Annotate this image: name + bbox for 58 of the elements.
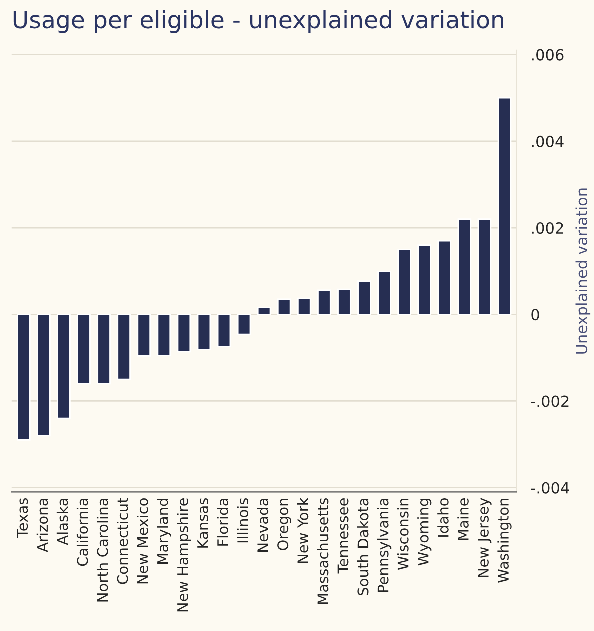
x-tick-label: Maryland [157, 499, 172, 564]
bar [217, 314, 232, 348]
bar [318, 290, 332, 316]
bar [137, 314, 152, 357]
y-tick-label: .006 [532, 49, 564, 61]
x-tick-label: Alaska [56, 499, 68, 546]
x-tick-label: Pennsylvania [377, 499, 392, 592]
x-tick-label: Arizona [36, 499, 48, 552]
x-tick-label: Kansas [198, 498, 208, 548]
bar [478, 218, 492, 316]
bar [438, 240, 452, 316]
x-tick-label: Illinois [237, 498, 249, 543]
bar [378, 271, 392, 316]
x-tick-label: Connecticut [117, 498, 128, 584]
x-tick-label: South Dakota [357, 499, 369, 596]
bar [117, 314, 131, 380]
x-tick-label: California [76, 499, 88, 566]
y-tick-label: -.002 [531, 396, 569, 408]
x-tick-label: Wisconsin [398, 498, 409, 570]
bar [77, 314, 91, 385]
x-tick-label: Florida [217, 499, 228, 546]
bar [458, 218, 472, 316]
bar [97, 314, 111, 385]
x-tick-label: Maine [458, 498, 469, 540]
x-tick-label: Nevada [257, 499, 269, 552]
x-tick-label: Wyoming [418, 499, 432, 566]
x-tick-label: Washington [498, 498, 512, 583]
bar [297, 298, 312, 316]
x-tick-label: Texas [17, 498, 28, 538]
x-tick-label: Oregon [278, 498, 292, 550]
bar [277, 298, 292, 316]
bar [418, 244, 432, 316]
x-tick-label: Tennessee [338, 498, 349, 574]
x-tick-label: New Mexico [137, 498, 148, 584]
bar [358, 280, 372, 316]
chart-title: Usage per eligible - unexplained variation [14, 10, 504, 34]
bar [257, 307, 272, 316]
bar [177, 314, 192, 353]
bar [16, 314, 31, 441]
bar [237, 314, 252, 336]
x-tick-label: Idaho [438, 498, 449, 537]
bar [37, 314, 51, 437]
y-tick-label: .002 [532, 222, 564, 234]
x-tick-label: New Jersey [478, 498, 492, 578]
bar [157, 314, 172, 356]
bar [338, 288, 352, 316]
bar [498, 97, 512, 316]
y-tick-label: .004 [532, 136, 564, 148]
x-tick-label: New Hampshire [177, 498, 192, 612]
x-tick-label: North Carolina [96, 499, 108, 602]
bar [398, 248, 412, 316]
y-axis-title: Unexplained variation [576, 188, 591, 354]
x-tick-label: Massachusetts [317, 498, 329, 604]
y-tick-label: 0 [532, 309, 540, 321]
y-tick-label: -.004 [531, 482, 570, 494]
x-tick-label: New York [297, 498, 309, 564]
bar [197, 314, 212, 350]
bar [57, 314, 71, 420]
